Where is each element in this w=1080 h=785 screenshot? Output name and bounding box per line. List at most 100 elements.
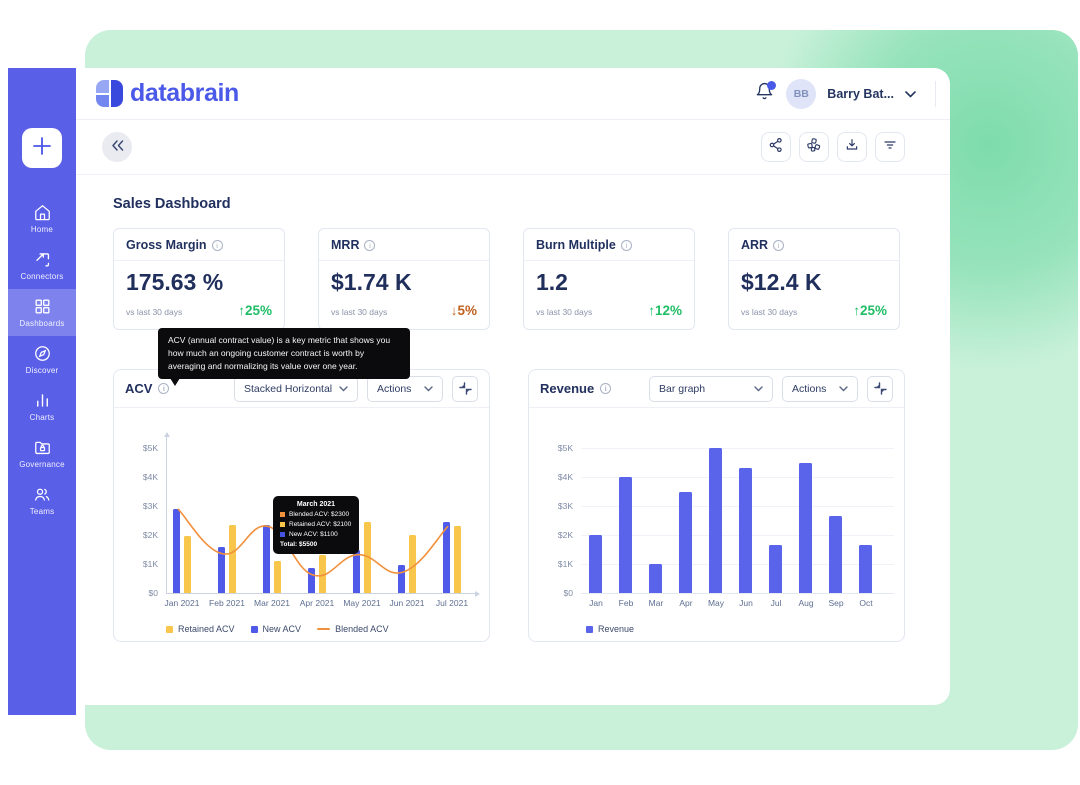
legend-swatch — [317, 628, 331, 630]
y-axis-tick: $3K — [142, 501, 158, 511]
notification-unread-dot — [767, 80, 777, 90]
gridline — [581, 535, 894, 536]
bar-new-acv[interactable] — [443, 521, 450, 593]
notifications-button[interactable] — [753, 80, 777, 105]
tooltip-row: Blended ACV: $2300 — [289, 511, 350, 518]
acv-chart-type-select[interactable]: Stacked Horizontal — [234, 375, 358, 402]
user-name[interactable]: Barry Bat... — [827, 86, 894, 101]
plus-icon — [31, 135, 53, 162]
revenue-chart-type-select[interactable]: Bar graph — [649, 375, 773, 402]
kpi-card-mrr: MRR i $1.74 K vs last 30 days ↓5% — [318, 228, 490, 330]
double-chevron-left-icon — [111, 138, 124, 156]
bar-retained-acv[interactable] — [184, 536, 191, 593]
home-icon — [33, 203, 52, 222]
kpi-value: 175.63 % — [126, 269, 224, 295]
bar-revenue[interactable] — [799, 462, 812, 593]
select-value: Actions — [377, 382, 412, 395]
tooltip-total: Total: $5500 — [280, 541, 318, 548]
bar-retained-acv[interactable] — [319, 555, 326, 593]
info-icon[interactable]: i — [364, 239, 376, 251]
kpi-period: vs last 30 days — [331, 307, 388, 317]
bar-retained-acv[interactable] — [229, 524, 236, 593]
info-icon[interactable]: i — [158, 383, 170, 394]
kpi-period: vs last 30 days — [536, 307, 593, 317]
retained-swatch — [280, 522, 285, 527]
bar-new-acv[interactable] — [173, 508, 180, 593]
legend-item: Revenue — [586, 624, 634, 634]
info-icon[interactable]: i — [773, 239, 785, 251]
tooltip-row: New ACV: $1100 — [289, 531, 338, 538]
y-axis-tick: $0 — [148, 588, 158, 598]
bar-revenue[interactable] — [859, 545, 872, 593]
revenue-resize-button[interactable] — [867, 375, 893, 402]
bar-revenue[interactable] — [589, 535, 602, 593]
acv-actions-select[interactable]: Actions — [367, 375, 443, 402]
info-icon[interactable]: i — [600, 383, 612, 394]
acv-resize-button[interactable] — [452, 375, 478, 402]
x-axis-label: Jan 2021 — [164, 598, 200, 608]
chevron-down-icon — [339, 385, 348, 391]
bar-retained-acv[interactable] — [409, 535, 416, 593]
bar-new-acv[interactable] — [353, 549, 360, 593]
bar-revenue[interactable] — [679, 491, 692, 593]
bar-revenue[interactable] — [619, 477, 632, 593]
bar-revenue[interactable] — [769, 545, 782, 593]
sidebar-item-governance[interactable]: Governance — [8, 430, 76, 477]
x-axis-label: Mar — [648, 598, 664, 608]
x-axis-label: Jul 2021 — [435, 598, 469, 608]
x-axis-label: Apr 2021 — [299, 598, 335, 608]
sidebar-item-connectors[interactable]: Connectors — [8, 242, 76, 289]
x-axis-label: May — [707, 598, 725, 608]
bar-revenue[interactable] — [649, 564, 662, 593]
gridline — [581, 477, 894, 478]
logo[interactable]: databrain — [96, 79, 239, 108]
x-axis-label: Feb — [618, 598, 634, 608]
bar-new-acv[interactable] — [263, 524, 270, 593]
sidebar-item-dashboards[interactable]: Dashboards — [8, 289, 76, 336]
collapse-panel-button[interactable] — [102, 132, 132, 162]
revenue-actions-select[interactable]: Actions — [782, 375, 858, 402]
bar-revenue[interactable] — [739, 468, 752, 593]
chevron-down-icon — [839, 385, 848, 391]
user-avatar[interactable]: BB — [786, 78, 817, 109]
kpi-value: $1.74 K — [331, 269, 412, 295]
sidebar-item-label: Discover — [25, 366, 59, 375]
user-menu-chevron-icon[interactable] — [905, 85, 916, 103]
sidebar-item-discover[interactable]: Discover — [8, 336, 76, 383]
bar-revenue[interactable] — [829, 516, 842, 593]
kpi-period: vs last 30 days — [126, 307, 183, 317]
info-icon[interactable]: i — [620, 239, 632, 251]
app-window: databrain BB Barry Bat... — [76, 68, 950, 705]
add-button[interactable] — [22, 128, 62, 168]
dashboard-toolbar — [76, 120, 950, 175]
bar-new-acv[interactable] — [398, 565, 405, 593]
bar-new-acv[interactable] — [218, 546, 225, 593]
legend-swatch — [250, 625, 258, 633]
x-axis-label: Jan — [589, 598, 603, 608]
bar-new-acv[interactable] — [308, 568, 315, 593]
download-icon — [844, 137, 860, 158]
sidebar-item-label: Connectors — [20, 272, 64, 281]
y-axis-tick: $0 — [563, 588, 573, 598]
download-button[interactable] — [837, 132, 867, 162]
x-axis-label: Jun 2021 — [389, 598, 425, 608]
bar-retained-acv[interactable] — [454, 526, 461, 593]
sidebar-item-home[interactable]: Home — [8, 195, 76, 242]
apps-button[interactable] — [799, 132, 829, 162]
kpi-title: ARR — [741, 238, 769, 252]
sidebar-item-teams[interactable]: Teams — [8, 477, 76, 524]
sidebar-item-charts[interactable]: Charts — [8, 383, 76, 430]
dashboard-content: Sales Dashboard Gross Margin i 175.63 % v… — [76, 196, 950, 642]
gridline — [581, 506, 894, 507]
info-icon[interactable]: i — [211, 239, 223, 251]
x-axis-label: Sep — [828, 598, 844, 608]
bar-revenue[interactable] — [709, 448, 722, 593]
bar-retained-acv[interactable] — [274, 561, 281, 593]
bar-chart-icon — [33, 391, 52, 410]
y-axis-tick: $1K — [557, 559, 573, 569]
x-axis-label: May 2021 — [343, 598, 381, 608]
filter-button[interactable] — [875, 132, 905, 162]
top-header: databrain BB Barry Bat... — [76, 68, 950, 120]
share-button[interactable] — [761, 132, 791, 162]
databrain-logo-icon — [96, 80, 123, 107]
